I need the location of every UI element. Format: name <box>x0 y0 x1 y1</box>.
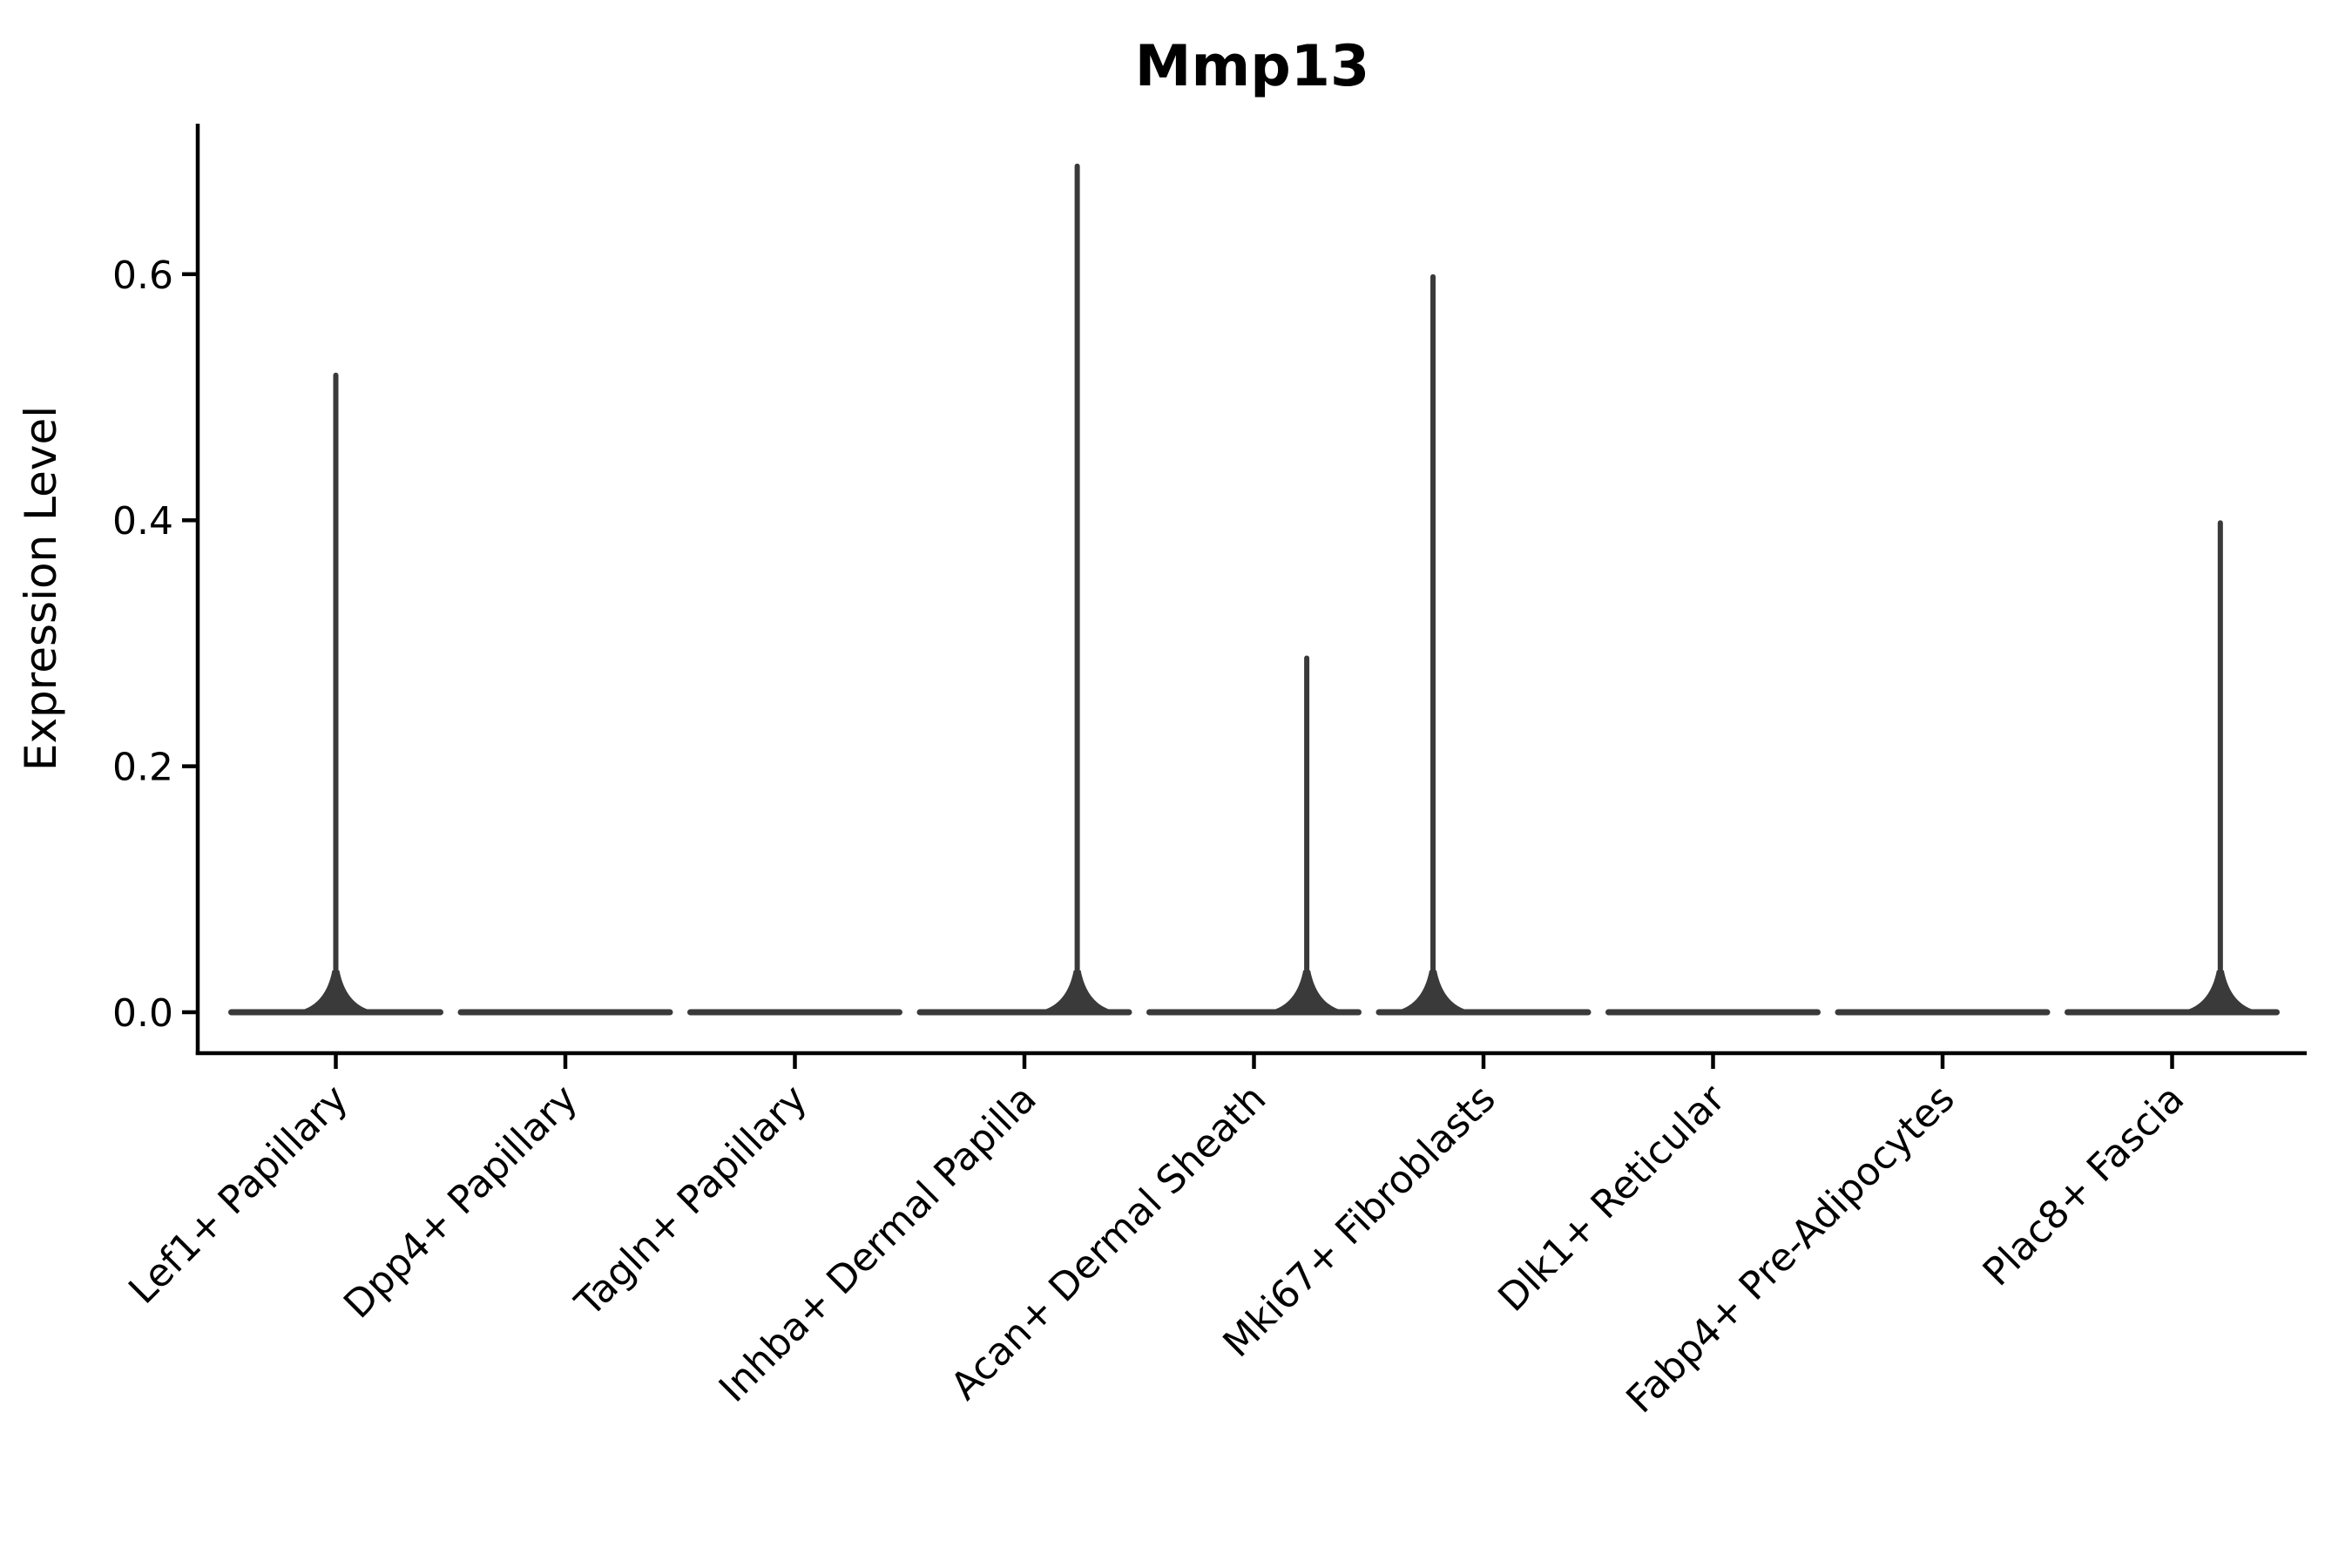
y-tick-label-0.0: 0.0 <box>112 991 173 1036</box>
y-tick-label-0.6: 0.6 <box>112 253 173 298</box>
y-tick-label-0.2: 0.2 <box>112 746 173 790</box>
y-axis-label: Expression Level <box>16 406 66 771</box>
y-tick-label-0.4: 0.4 <box>112 499 173 544</box>
chart-title: Mmp13 <box>1135 34 1369 99</box>
